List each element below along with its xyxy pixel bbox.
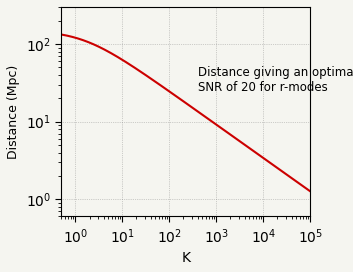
X-axis label: K: K <box>181 251 190 265</box>
Text: Distance giving an optimal
SNR of 20 for r-modes: Distance giving an optimal SNR of 20 for… <box>198 66 353 94</box>
Y-axis label: Distance (Mpc): Distance (Mpc) <box>7 64 20 159</box>
